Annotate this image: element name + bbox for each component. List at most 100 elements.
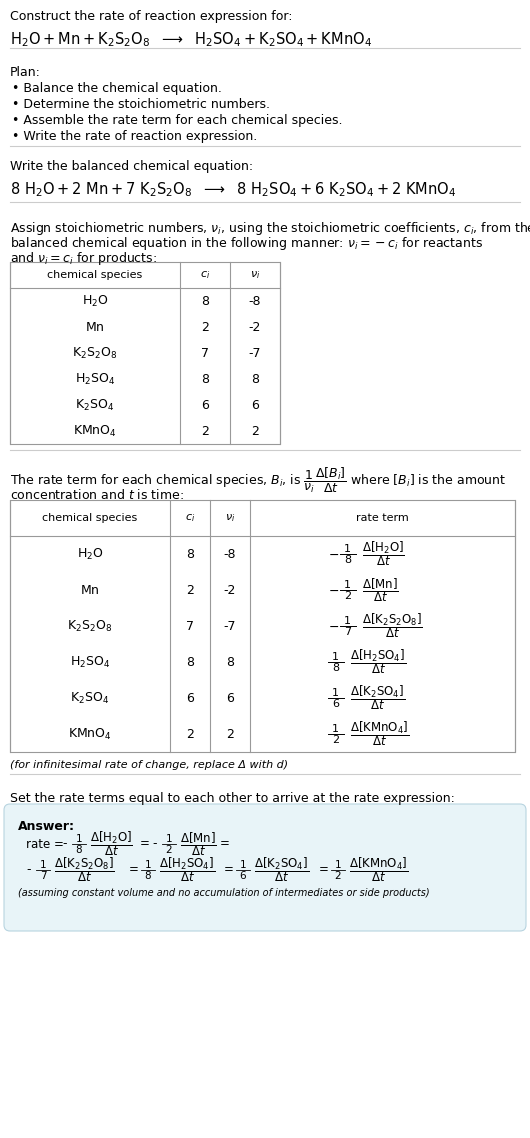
Text: $\mathregular{H_2O}$: $\mathregular{H_2O}$ [82, 294, 108, 308]
Text: 6: 6 [226, 692, 234, 704]
Text: 1: 1 [145, 860, 151, 869]
Text: 7: 7 [40, 871, 46, 881]
Text: 6: 6 [201, 398, 209, 412]
Text: $c_i$: $c_i$ [185, 512, 195, 523]
Text: balanced chemical equation in the following manner: $\nu_i = -c_i$ for reactants: balanced chemical equation in the follow… [10, 236, 483, 251]
Text: 2: 2 [166, 846, 172, 855]
Text: $\mathregular{Mn}$: $\mathregular{Mn}$ [80, 584, 100, 596]
FancyBboxPatch shape [4, 805, 526, 931]
Text: 6: 6 [251, 398, 259, 412]
Text: =: = [220, 838, 230, 850]
Text: $\dfrac{\Delta[\mathregular{K_2SO_4}]}{\Delta t}$: $\dfrac{\Delta[\mathregular{K_2SO_4}]}{\… [254, 856, 309, 884]
Text: $\dfrac{\Delta[\mathregular{H_2SO_4}]}{\Delta t}$: $\dfrac{\Delta[\mathregular{H_2SO_4}]}{\… [159, 856, 215, 884]
Text: 2: 2 [201, 424, 209, 437]
Bar [10, 262, 280, 444]
Text: 7: 7 [344, 627, 351, 637]
Text: 6: 6 [240, 871, 246, 881]
Text: 6: 6 [186, 692, 194, 704]
Text: • Assemble the rate term for each chemical species.: • Assemble the rate term for each chemic… [12, 114, 342, 127]
Bar [10, 500, 515, 752]
Text: 8: 8 [186, 655, 194, 668]
Text: 2: 2 [186, 727, 194, 741]
Text: 2: 2 [251, 424, 259, 437]
Text: 2: 2 [334, 871, 341, 881]
Text: -8: -8 [249, 295, 261, 307]
Text: -: - [152, 838, 156, 850]
Text: $\dfrac{\Delta[\mathregular{K_2S_2O_8}]}{\Delta t}$: $\dfrac{\Delta[\mathregular{K_2S_2O_8}]}… [54, 856, 114, 884]
Text: $c_i$: $c_i$ [200, 269, 210, 281]
Text: =: = [319, 864, 329, 876]
Text: 2: 2 [201, 321, 209, 333]
Text: $-$: $-$ [328, 619, 339, 633]
Text: and $\nu_i = c_i$ for products:: and $\nu_i = c_i$ for products: [10, 250, 157, 267]
Text: chemical species: chemical species [47, 270, 143, 280]
Text: 8: 8 [76, 846, 82, 855]
Text: $\dfrac{\Delta[\mathregular{H_2O}]}{\Delta t}$: $\dfrac{\Delta[\mathregular{H_2O}]}{\Del… [361, 539, 404, 568]
Text: • Determine the stoichiometric numbers.: • Determine the stoichiometric numbers. [12, 98, 270, 112]
Text: $\mathregular{H_2SO_4}$: $\mathregular{H_2SO_4}$ [75, 371, 115, 387]
Text: -8: -8 [224, 547, 236, 561]
Text: 1: 1 [334, 860, 341, 869]
Text: 2: 2 [186, 584, 194, 596]
Text: 1: 1 [332, 652, 339, 662]
Text: $\nu_i$: $\nu_i$ [225, 512, 235, 523]
Text: $\dfrac{\Delta[\mathregular{H_2SO_4}]}{\Delta t}$: $\dfrac{\Delta[\mathregular{H_2SO_4}]}{\… [349, 648, 405, 676]
Text: 1: 1 [166, 834, 172, 844]
Text: -: - [26, 864, 31, 876]
Text: • Balance the chemical equation.: • Balance the chemical equation. [12, 82, 222, 94]
Text: =: = [140, 838, 150, 850]
Text: 2: 2 [226, 727, 234, 741]
Text: Construct the rate of reaction expression for:: Construct the rate of reaction expressio… [10, 10, 293, 23]
Text: 8: 8 [145, 871, 151, 881]
Text: 1: 1 [40, 860, 46, 869]
Text: $\mathregular{H_2SO_4}$: $\mathregular{H_2SO_4}$ [70, 654, 110, 669]
Text: $-$: $-$ [328, 547, 339, 561]
Text: 1: 1 [344, 616, 351, 626]
Text: -: - [62, 838, 66, 850]
Text: $\mathregular{H_2O + Mn + K_2S_2O_8}$  $\longrightarrow$  $\mathregular{H_2SO_4 : $\mathregular{H_2O + Mn + K_2S_2O_8}$ $\… [10, 30, 372, 49]
Text: rate =: rate = [26, 838, 68, 850]
Text: rate term: rate term [356, 513, 409, 523]
Text: $\mathregular{K_2S_2O_8}$: $\mathregular{K_2S_2O_8}$ [73, 346, 118, 361]
Text: Answer:: Answer: [18, 820, 75, 833]
Text: 1: 1 [344, 544, 351, 554]
Text: 7: 7 [201, 346, 209, 360]
Text: $\mathregular{KMnO_4}$: $\mathregular{KMnO_4}$ [68, 726, 112, 742]
Text: $\dfrac{\Delta[\mathregular{K_2SO_4}]}{\Delta t}$: $\dfrac{\Delta[\mathregular{K_2SO_4}]}{\… [349, 684, 404, 712]
Text: $\mathregular{H_2O}$: $\mathregular{H_2O}$ [77, 546, 103, 561]
Text: 1: 1 [332, 724, 339, 734]
Text: $\mathregular{K_2SO_4}$: $\mathregular{K_2SO_4}$ [70, 691, 110, 706]
Text: 8: 8 [332, 663, 339, 673]
Text: 1: 1 [332, 688, 339, 698]
Text: =: = [129, 864, 139, 876]
Text: $\dfrac{\Delta[\mathregular{Mn}]}{\Delta t}$: $\dfrac{\Delta[\mathregular{Mn}]}{\Delta… [361, 576, 398, 604]
Text: $\dfrac{\Delta[\mathregular{Mn}]}{\Delta t}$: $\dfrac{\Delta[\mathregular{Mn}]}{\Delta… [180, 830, 217, 858]
Text: The rate term for each chemical species, $B_i$, is $\dfrac{1}{\nu_i}\dfrac{\Delt: The rate term for each chemical species,… [10, 465, 506, 495]
Text: 2: 2 [344, 591, 351, 601]
Text: $-$: $-$ [328, 584, 339, 596]
Text: 2: 2 [332, 735, 339, 745]
Text: $\dfrac{\Delta[\mathregular{KMnO_4}]}{\Delta t}$: $\dfrac{\Delta[\mathregular{KMnO_4}]}{\D… [349, 856, 409, 884]
Text: -7: -7 [224, 619, 236, 633]
Text: 8: 8 [186, 547, 194, 561]
Text: (for infinitesimal rate of change, replace Δ with d): (for infinitesimal rate of change, repla… [10, 760, 288, 770]
Text: 7: 7 [186, 619, 194, 633]
Text: 8: 8 [251, 372, 259, 386]
Text: $\mathregular{Mn}$: $\mathregular{Mn}$ [85, 321, 105, 333]
Text: Set the rate terms equal to each other to arrive at the rate expression:: Set the rate terms equal to each other t… [10, 792, 455, 805]
Text: (assuming constant volume and no accumulation of intermediates or side products): (assuming constant volume and no accumul… [18, 888, 430, 898]
Text: -7: -7 [249, 346, 261, 360]
Text: $\dfrac{\Delta[\mathregular{K_2S_2O_8}]}{\Delta t}$: $\dfrac{\Delta[\mathregular{K_2S_2O_8}]}… [361, 611, 422, 641]
Text: $\dfrac{\Delta[\mathregular{H_2O}]}{\Delta t}$: $\dfrac{\Delta[\mathregular{H_2O}]}{\Del… [90, 830, 133, 858]
Text: 1: 1 [240, 860, 246, 869]
Text: $\mathregular{K_2S_2O_8}$: $\mathregular{K_2S_2O_8}$ [67, 618, 112, 634]
Text: =: = [224, 864, 234, 876]
Text: Plan:: Plan: [10, 66, 41, 79]
Text: Assign stoichiometric numbers, $\nu_i$, using the stoichiometric coefficients, $: Assign stoichiometric numbers, $\nu_i$, … [10, 220, 530, 237]
Text: $\mathregular{KMnO_4}$: $\mathregular{KMnO_4}$ [73, 423, 117, 438]
Text: Write the balanced chemical equation:: Write the balanced chemical equation: [10, 160, 253, 173]
Text: $\dfrac{\Delta[\mathregular{KMnO_4}]}{\Delta t}$: $\dfrac{\Delta[\mathregular{KMnO_4}]}{\D… [349, 719, 409, 749]
Text: 6: 6 [332, 699, 339, 709]
Text: 8: 8 [201, 372, 209, 386]
Text: concentration and $t$ is time:: concentration and $t$ is time: [10, 488, 184, 502]
